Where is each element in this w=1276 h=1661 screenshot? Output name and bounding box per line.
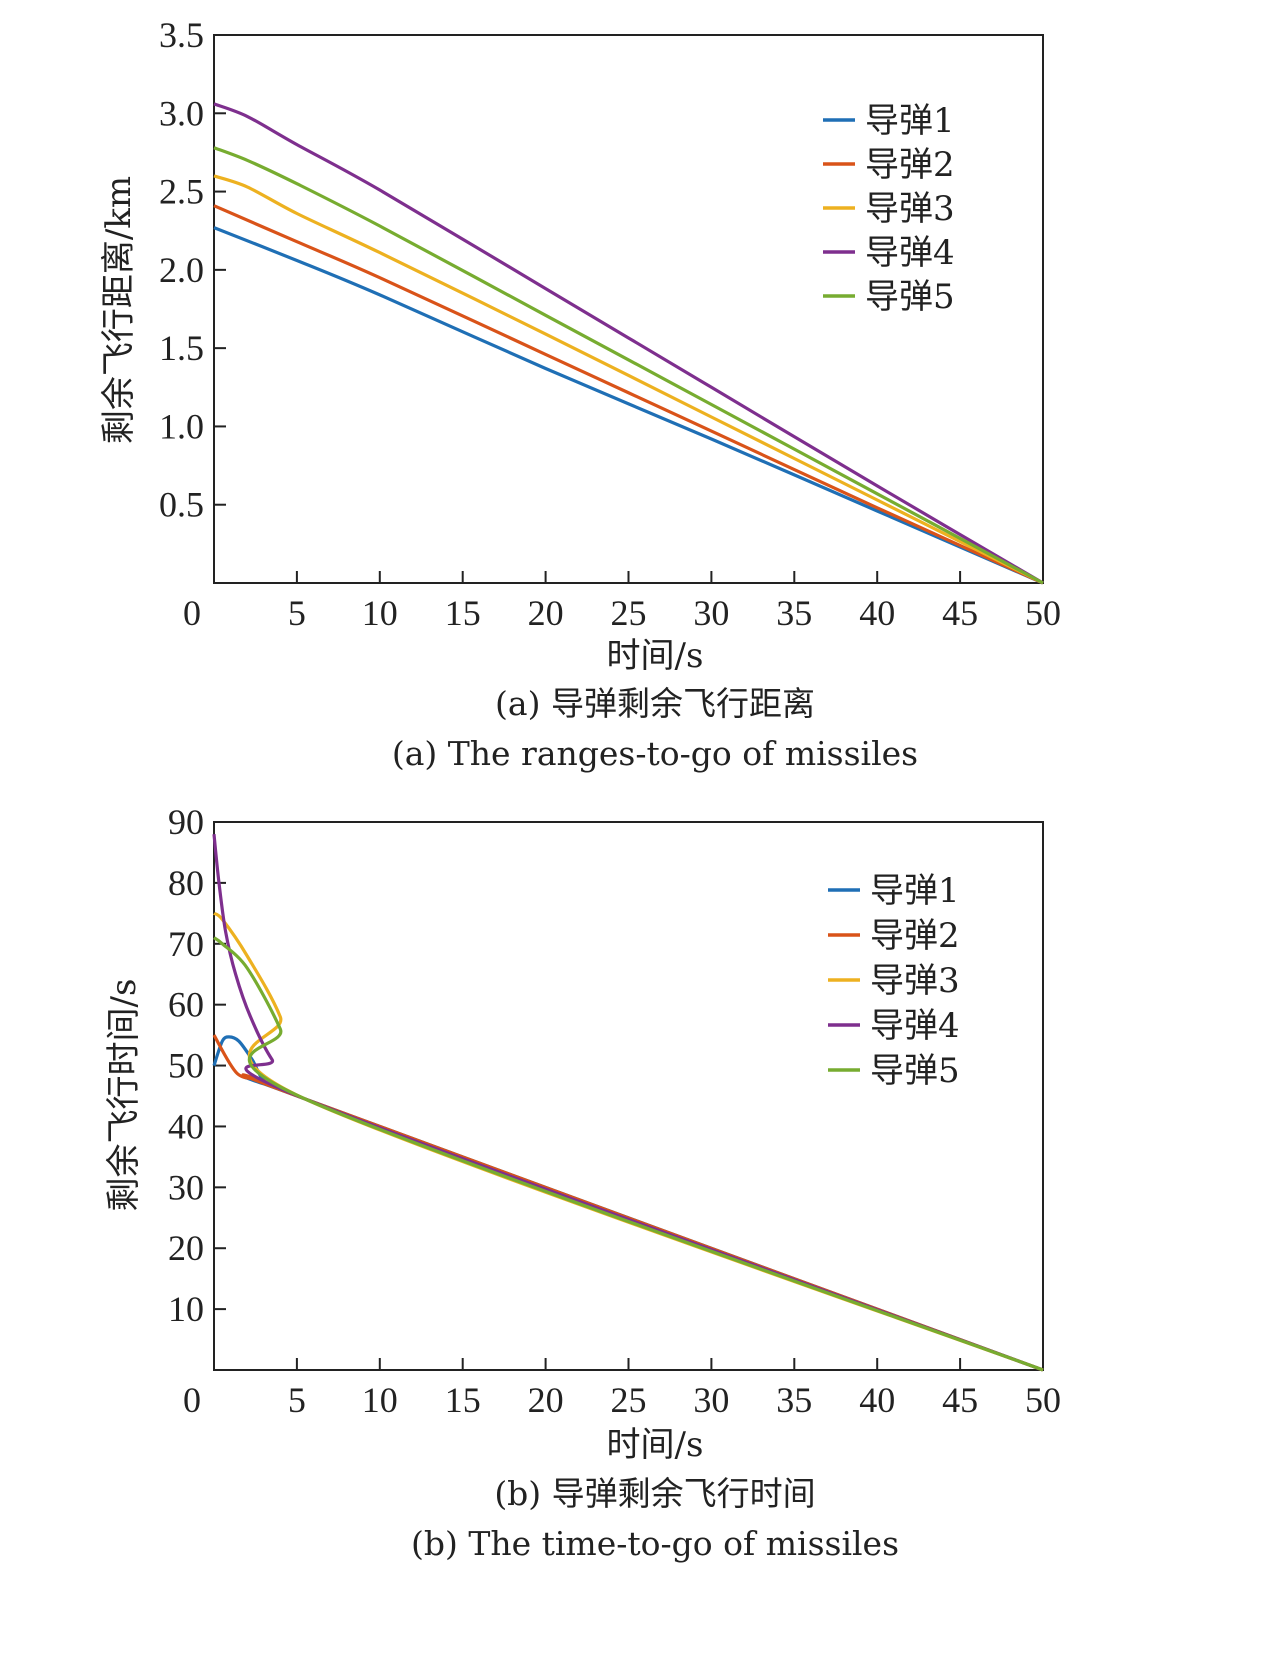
chart-b-series-line-5 xyxy=(213,936,1044,1372)
chart-b-legend-label-2: 导弹2 xyxy=(870,916,960,956)
chart-b-ytick-label: 70 xyxy=(168,924,204,964)
chart-b-legend-label-5: 导弹5 xyxy=(870,1051,960,1091)
chart-a-axes: 0 5 10 15 20 25 30 35 40 45 50 0.5 1.0 1.5 2.0 2.5 3.0 3.… xyxy=(159,15,1061,633)
chart-b-caption-cn: (b) 导弹剩余飞行时间 xyxy=(494,1474,815,1513)
chart-b-xtick-label: 5 xyxy=(288,1380,306,1420)
chart-a-legend-label-2: 导弹2 xyxy=(865,145,955,185)
chart-a-xtick-label: 50 xyxy=(1025,593,1061,633)
chart-a-ytick-label: 1.0 xyxy=(159,406,204,446)
chart-a-ytick-label: 1.5 xyxy=(159,328,204,368)
chart-b-axes: 0 5 10 15 20 25 30 35 40 45 50 10 20 30 40 50 60 70 80 90 xyxy=(168,802,1061,1420)
chart-a-ytick-label: 0.5 xyxy=(159,485,204,525)
chart-b: 0 5 10 15 20 25 30 35 40 45 50 10 20 30 40 50 60 70 80 90 导… xyxy=(104,802,1061,1563)
chart-b-ytick-label: 10 xyxy=(168,1289,204,1329)
chart-a-ytick-label: 2.5 xyxy=(159,172,204,212)
chart-b-xtick-label: 40 xyxy=(859,1380,895,1420)
chart-b-legend: 导弹1 导弹2 导弹3 导弹4 导弹5 xyxy=(828,871,960,1091)
chart-b-xtick-label: 50 xyxy=(1025,1380,1061,1420)
chart-b-xtick-label: 10 xyxy=(362,1380,398,1420)
chart-a-xtick-label: 35 xyxy=(776,593,812,633)
chart-b-xtick-label: 20 xyxy=(528,1380,564,1420)
chart-a-caption-cn: (a) 导弹剩余飞行距离 xyxy=(495,684,815,723)
chart-b-xtick-label: 30 xyxy=(693,1380,729,1420)
chart-b-series-line-4 xyxy=(212,834,1044,1372)
chart-a-series-line-3 xyxy=(213,174,1044,585)
chart-a-series-line-4 xyxy=(213,102,1044,585)
chart-a-series-line-2 xyxy=(213,204,1044,585)
chart-b-xtick-label: 0 xyxy=(183,1380,201,1420)
chart-a-ytick-label: 3.0 xyxy=(159,93,204,133)
chart-b-ytick-label: 90 xyxy=(168,802,204,842)
chart-a-xtick-label: 0 xyxy=(183,593,201,633)
chart-a-ytick-label: 2.0 xyxy=(159,250,204,290)
chart-a-xtick-label: 45 xyxy=(942,593,978,633)
chart-a: 0 5 10 15 20 25 30 35 40 45 50 0.5 1.0 1.5 2.0 2.5 3.0 3.… xyxy=(99,15,1061,773)
chart-b-xtick-label: 15 xyxy=(445,1380,481,1420)
chart-b-ytick-label: 50 xyxy=(168,1046,204,1086)
chart-b-legend-label-4: 导弹4 xyxy=(870,1006,960,1046)
chart-a-legend-label-1: 导弹1 xyxy=(865,101,955,141)
chart-a-xtick-label: 30 xyxy=(693,593,729,633)
chart-b-xtick-label: 45 xyxy=(942,1380,978,1420)
chart-b-ytick-label: 20 xyxy=(168,1228,204,1268)
chart-b-xtick-label: 35 xyxy=(776,1380,812,1420)
chart-a-ytick-label: 3.5 xyxy=(159,15,204,55)
chart-a-xtick-label: 5 xyxy=(288,593,306,633)
chart-a-legend-label-3: 导弹3 xyxy=(865,189,955,229)
chart-b-series xyxy=(212,834,1044,1372)
chart-a-caption-en: (a) The ranges-to-go of missiles xyxy=(392,734,918,773)
chart-b-legend-label-1: 导弹1 xyxy=(870,871,960,911)
chart-a-xtick-label: 10 xyxy=(362,593,398,633)
chart-a-series-line-5 xyxy=(213,146,1044,585)
chart-b-legend-label-3: 导弹3 xyxy=(870,961,960,1001)
chart-b-ytick-label: 60 xyxy=(168,985,204,1025)
chart-b-xlabel: 时间/s xyxy=(607,1425,704,1465)
chart-b-xtick-label: 25 xyxy=(611,1380,647,1420)
chart-a-xtick-label: 40 xyxy=(859,593,895,633)
chart-a-xlabel: 时间/s xyxy=(607,636,704,676)
chart-a-xtick-label: 20 xyxy=(528,593,564,633)
chart-b-ylabel: 剩余飞行时间/s xyxy=(104,979,144,1212)
chart-a-legend-label-5: 导弹5 xyxy=(865,277,955,317)
chart-a-legend-label-4: 导弹4 xyxy=(865,233,955,273)
chart-a-xtick-label: 25 xyxy=(611,593,647,633)
chart-a-xtick-label: 15 xyxy=(445,593,481,633)
chart-b-ytick-label: 30 xyxy=(168,1167,204,1207)
chart-a-ylabel: 剩余飞行距离/km xyxy=(99,176,139,444)
chart-b-ytick-label: 80 xyxy=(168,863,204,903)
chart-a-series xyxy=(213,102,1044,585)
chart-b-caption-en: (b) The time-to-go of missiles xyxy=(411,1524,899,1563)
chart-a-series-line-1 xyxy=(213,226,1044,585)
chart-b-ytick-label: 40 xyxy=(168,1106,204,1146)
